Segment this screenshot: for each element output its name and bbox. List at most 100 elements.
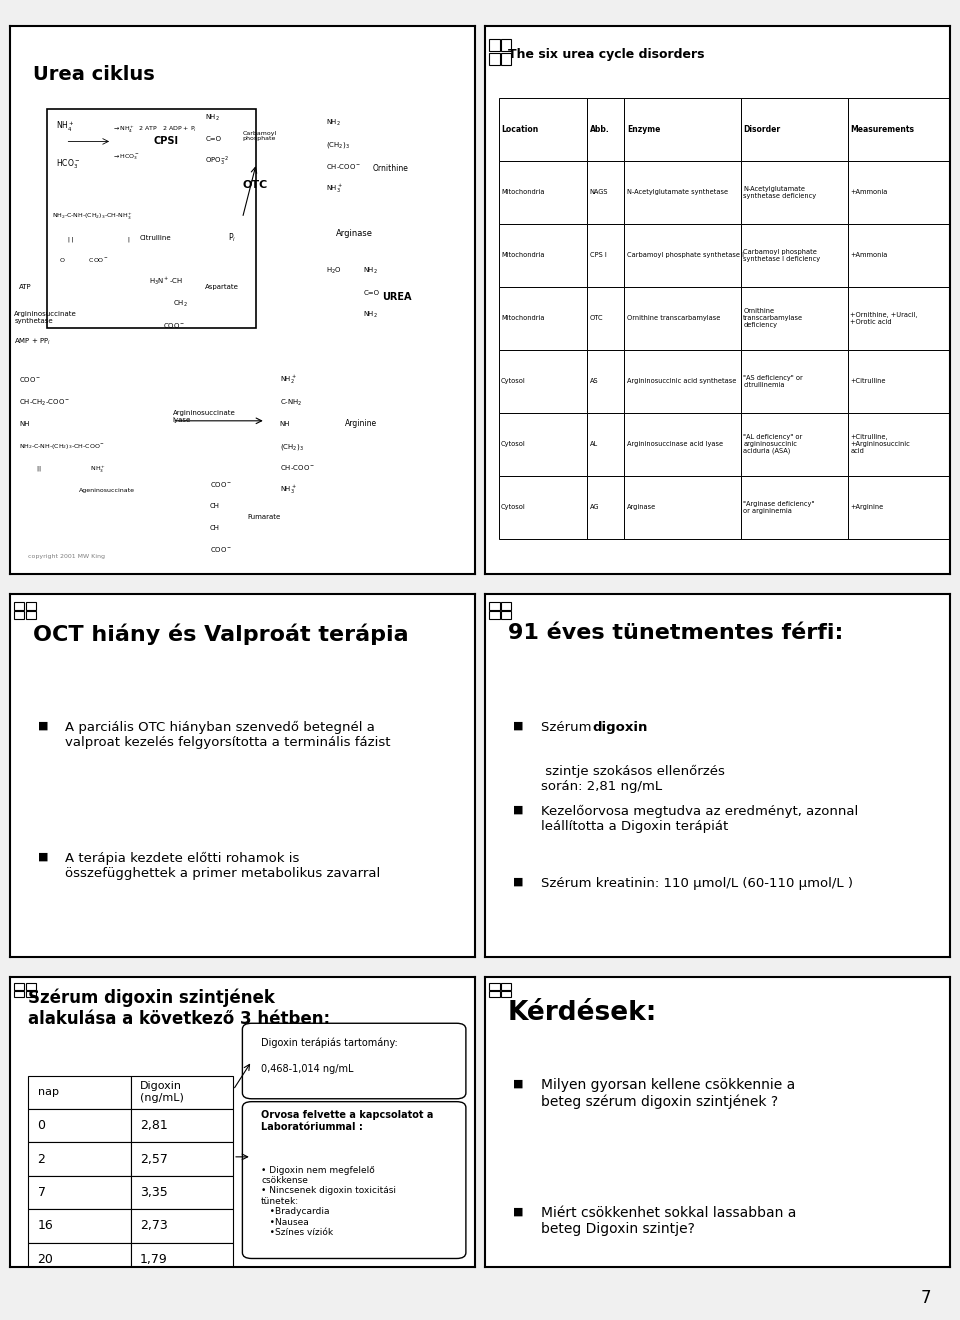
Bar [588,161,624,223]
Text: digoxin: digoxin [592,721,647,734]
Text: Mitochondria: Mitochondria [501,315,544,321]
Text: CH: CH [210,503,220,510]
Bar [588,350,624,413]
Text: 0,468-1,014 ng/mL: 0,468-1,014 ng/mL [261,1064,353,1074]
Text: Mitochondria: Mitochondria [501,189,544,195]
Text: copyright 2001 MW King: copyright 2001 MW King [28,554,106,558]
Bar [501,53,512,65]
Text: H$_3$N$^+$-CH: H$_3$N$^+$-CH [149,276,183,286]
Text: P$_i$: P$_i$ [228,231,236,244]
Text: NH$_2$: NH$_2$ [364,310,378,319]
Bar [28,1142,131,1176]
Bar [28,1109,131,1142]
Bar [131,1109,233,1142]
Text: (CH$_2$)$_3$: (CH$_2$)$_3$ [279,442,303,451]
Bar [741,98,848,161]
Bar [131,1176,233,1209]
Text: "AS deficiency" or
citrullinemia: "AS deficiency" or citrullinemia [743,375,803,388]
Text: Mitochondria: Mitochondria [501,252,544,259]
FancyBboxPatch shape [242,1023,466,1098]
Text: O            COO$^-$: O COO$^-$ [52,256,108,264]
Text: CH-CH$_2$-COO$^-$: CH-CH$_2$-COO$^-$ [19,397,70,408]
Text: Argininosuccinate
lyase: Argininosuccinate lyase [173,411,235,422]
Text: OTC: OTC [242,180,268,190]
Bar [490,991,500,997]
Bar [499,475,588,539]
Text: The six urea cycle disorders: The six urea cycle disorders [508,49,705,61]
Text: Szérum digoxin szintjének
alakulása a következő 3 hétben:: Szérum digoxin szintjének alakulása a kö… [28,989,330,1028]
Bar [14,991,25,997]
Text: AG: AG [589,504,599,510]
Bar [131,1242,233,1276]
Text: Carbamoyl
phosphate: Carbamoyl phosphate [242,131,276,141]
Text: NH$_2$: NH$_2$ [205,112,220,123]
Text: 7: 7 [921,1288,931,1307]
Text: Arginase: Arginase [627,504,656,510]
Bar [490,40,500,51]
Text: (CH$_2$)$_3$: (CH$_2$)$_3$ [326,140,350,150]
Bar [588,413,624,475]
Text: 16: 16 [37,1220,54,1233]
Bar [848,98,950,161]
Bar [588,98,624,161]
Bar [28,1242,131,1276]
Bar [741,413,848,475]
Bar [26,611,36,619]
Text: 2,81: 2,81 [140,1119,168,1133]
Bar [848,475,950,539]
Text: NH$_2^+$: NH$_2^+$ [279,374,297,387]
Text: UREA: UREA [382,292,412,302]
Text: CH-COO$^-$: CH-COO$^-$ [279,463,315,473]
Bar [848,413,950,475]
Bar [588,286,624,350]
Bar [499,161,588,223]
Text: Kérdések:: Kérdések: [508,1001,658,1026]
Text: Ornithine: Ornithine [372,164,409,173]
Text: Cytosol: Cytosol [501,504,526,510]
Text: Milyen gyorsan kellene csökkennie a
beteg szérum digoxin szintjének ?: Milyen gyorsan kellene csökkennie a bete… [540,1078,795,1109]
Text: ■: ■ [513,1078,523,1089]
Text: "AL deficiency" or
argininosuccinic
aciduria (ASA): "AL deficiency" or argininosuccinic acid… [743,434,803,454]
Text: ||                         NH$_3^+$: || NH$_3^+$ [19,463,106,474]
Bar [499,413,588,475]
Text: NH$_2$: NH$_2$ [326,117,341,128]
Text: ■: ■ [37,721,48,731]
Text: Cytosol: Cytosol [501,378,526,384]
Text: OTC: OTC [589,315,603,321]
Text: C-NH$_2$: C-NH$_2$ [279,397,302,408]
Text: Encephalopátiák metabolikus okaira fontos
figyelni!!: Encephalopátiák metabolikus okaira fonto… [65,982,353,1010]
Bar [501,611,512,619]
Text: Szérum kreatinin: 110 μmol/L (60-110 μmol/L ): Szérum kreatinin: 110 μmol/L (60-110 μmo… [540,876,852,890]
Text: C=O: C=O [364,290,379,296]
Text: 2,57: 2,57 [140,1152,168,1166]
Text: N-Acetylglutamate synthetase: N-Acetylglutamate synthetase [627,189,728,195]
Text: ■: ■ [513,721,523,731]
Text: Arginase: Arginase [336,230,372,238]
Text: 2,73: 2,73 [140,1220,168,1233]
Text: Location: Location [501,124,539,133]
Bar [741,161,848,223]
Text: C=O: C=O [205,136,221,143]
Text: CPSI: CPSI [154,136,179,147]
Text: +Arginine: +Arginine [851,504,883,510]
Text: Miért csökkenhet sokkal lassabban a
beteg Digoxin szintje?: Miért csökkenhet sokkal lassabban a bete… [540,1206,796,1237]
Text: NH$_4^+$: NH$_4^+$ [56,120,75,133]
Bar [624,223,741,286]
Text: NH$_2$: NH$_2$ [364,265,378,276]
Text: Kezelőorvosa megtudva az eredményt, azonnal
leállította a Digoxin terápiát: Kezelőorvosa megtudva az eredményt, azon… [540,804,858,833]
Bar [26,602,36,610]
Text: $\rightarrow$NH$_4^+$  2 ATP   2 ADP + P$_i$: $\rightarrow$NH$_4^+$ 2 ATP 2 ADP + P$_i… [112,125,197,136]
Text: NH: NH [19,421,30,428]
FancyBboxPatch shape [242,1102,466,1258]
Text: A terápia kezdete előtti rohamok is
összefügghettek a primer metabolikus zavarra: A terápia kezdete előtti rohamok is össz… [65,851,381,880]
Text: Measurements: Measurements [851,124,914,133]
Text: 2: 2 [37,1152,45,1166]
Text: AL: AL [589,441,598,447]
Bar [131,1209,233,1242]
Text: Ageninosuccinate: Ageninosuccinate [80,488,135,494]
Bar [499,286,588,350]
Text: +Citrulline: +Citrulline [851,378,886,384]
Text: 7: 7 [37,1185,45,1199]
Text: OCT hiány és Valproát terápia: OCT hiány és Valproát terápia [33,623,409,644]
Text: CH$_2$: CH$_2$ [173,298,187,309]
